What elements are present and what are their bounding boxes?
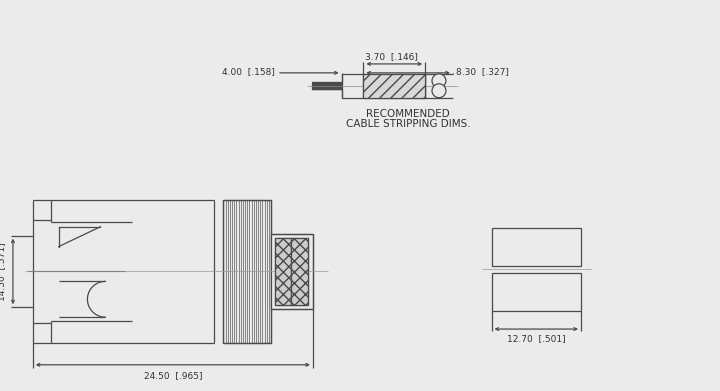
Text: 14.50  [.571]: 14.50 [.571]	[0, 242, 6, 301]
Bar	[492, 228, 581, 265]
Bar	[291, 238, 308, 305]
Text: 8.30  [.327]: 8.30 [.327]	[456, 67, 509, 76]
Text: CABLE STRIPPING DIMS.: CABLE STRIPPING DIMS.	[346, 120, 470, 129]
Text: 24.50  [.965]: 24.50 [.965]	[143, 371, 202, 380]
Bar	[223, 200, 271, 343]
Bar	[275, 238, 291, 305]
Text: 4.00  [.158]: 4.00 [.158]	[222, 67, 275, 76]
Text: RECOMMENDED: RECOMMENDED	[366, 109, 450, 118]
Circle shape	[432, 84, 446, 98]
Bar	[492, 273, 581, 311]
Text: 12.70  [.501]: 12.70 [.501]	[507, 334, 566, 344]
Bar	[364, 74, 425, 98]
Bar	[271, 234, 313, 309]
Circle shape	[432, 74, 446, 88]
Text: 3.70  [.146]: 3.70 [.146]	[366, 52, 418, 61]
